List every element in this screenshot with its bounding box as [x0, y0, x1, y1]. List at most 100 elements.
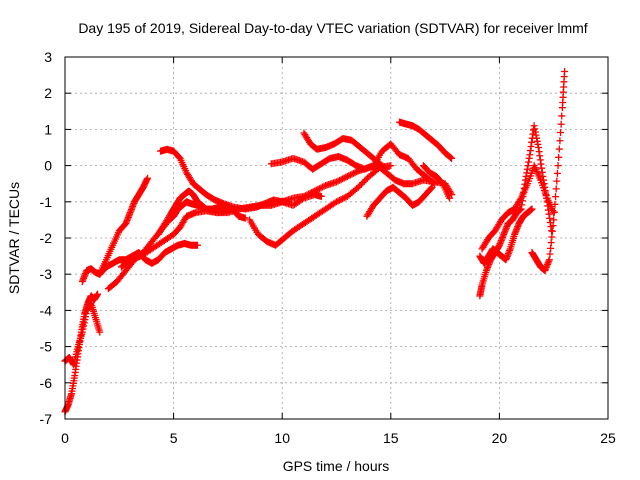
data-point: [337, 195, 345, 203]
data-point: [362, 176, 370, 184]
series-arc-5: [104, 162, 456, 293]
data-point: [340, 174, 348, 182]
data-point: [348, 170, 356, 178]
data-point: [340, 194, 348, 202]
data-point: [314, 185, 322, 193]
x-tick-label: 25: [600, 430, 616, 446]
series-arc-2: [61, 299, 104, 369]
data-point: [356, 182, 364, 190]
y-tick-label: -2: [40, 230, 53, 246]
x-tick-label: 20: [492, 430, 508, 446]
data-point: [551, 200, 559, 208]
data-point: [427, 184, 435, 192]
data-point: [317, 192, 325, 200]
data-point: [387, 162, 395, 170]
data-point: [354, 183, 362, 191]
data-point: [552, 185, 560, 193]
series-arc-9: [246, 162, 395, 249]
data-point: [550, 216, 558, 224]
x-tick-label: 15: [383, 430, 399, 446]
x-tick-label: 10: [274, 430, 290, 446]
data-point: [557, 120, 565, 128]
series-arc-13: [395, 118, 456, 162]
data-point: [445, 194, 453, 202]
data-point: [193, 241, 201, 249]
x-tick-label: 0: [61, 430, 69, 446]
data-point: [337, 176, 345, 184]
data-point: [342, 173, 350, 181]
series-arc-4: [96, 174, 152, 278]
data-point: [553, 169, 561, 177]
points-layer: [61, 67, 569, 416]
data-point: [351, 169, 359, 177]
y-tick-label: 3: [44, 49, 52, 65]
data-point: [94, 290, 102, 298]
data-point: [357, 180, 365, 188]
y-tick-label: 2: [44, 85, 52, 101]
plot-frame: [64, 56, 609, 420]
chart-title: Day 195 of 2019, Sidereal Day-to-day VTE…: [78, 20, 587, 36]
tick-layer: 0 5 10 15 20 25 -7 -6 -5 -4 -3 -2 -1 0 1 2 3: [40, 49, 616, 446]
data-point: [319, 183, 327, 191]
y-tick-label: -1: [40, 194, 53, 210]
data-point: [381, 164, 389, 172]
series-arc-10: [267, 140, 438, 188]
series-arc-11: [300, 129, 390, 173]
y-tick-label: -6: [40, 375, 53, 391]
data-point: [558, 112, 566, 120]
data-point: [343, 172, 351, 180]
data-point: [345, 172, 353, 180]
data-point: [429, 179, 437, 187]
data-point: [144, 174, 152, 182]
data-point: [430, 180, 438, 188]
data-point: [320, 182, 328, 190]
data-point: [516, 196, 524, 204]
data-point: [339, 195, 347, 203]
y-tick-label: -5: [40, 339, 53, 355]
series-arc-17: [478, 162, 558, 253]
x-tick-label: 5: [170, 430, 178, 446]
y-tick-label: -7: [40, 411, 53, 427]
data-point: [346, 171, 354, 179]
data-point: [298, 195, 306, 203]
data-point: [350, 169, 358, 177]
data-point: [528, 205, 536, 213]
series-arc-8: [157, 145, 325, 213]
data-point: [553, 177, 561, 185]
data-point: [317, 184, 325, 192]
y-tick-label: 1: [44, 121, 52, 137]
data-point: [552, 193, 560, 201]
y-tick-label: -3: [40, 266, 53, 282]
data-point: [333, 198, 340, 206]
series-arc-14: [419, 162, 453, 202]
y-tick-label: -4: [40, 302, 53, 318]
data-point: [448, 154, 456, 162]
data-point: [359, 179, 367, 187]
data-point: [339, 175, 347, 183]
data-point: [360, 177, 368, 185]
data-point: [336, 196, 344, 204]
data-point: [315, 185, 323, 193]
grid-layer: [65, 57, 608, 419]
data-point: [428, 183, 436, 191]
series-arc-16: [476, 205, 536, 267]
y-tick-label: 0: [44, 158, 52, 174]
data-point: [447, 154, 455, 162]
x-axis-label: GPS time / hours: [283, 458, 390, 474]
data-point: [334, 197, 342, 205]
data-point: [555, 153, 563, 161]
data-point: [333, 178, 340, 186]
series-arc-18: [528, 67, 569, 275]
data-point: [556, 137, 564, 145]
series-arc-3: [78, 239, 201, 285]
data-point: [96, 328, 104, 336]
data-point: [336, 176, 344, 184]
y-axis-label: SDTVAR / TECUs: [6, 182, 22, 294]
data-point: [550, 208, 558, 216]
data-point: [561, 67, 569, 75]
data-point: [334, 177, 342, 185]
data-point: [557, 129, 565, 137]
series-arc-12: [363, 183, 436, 220]
data-point: [555, 145, 563, 153]
